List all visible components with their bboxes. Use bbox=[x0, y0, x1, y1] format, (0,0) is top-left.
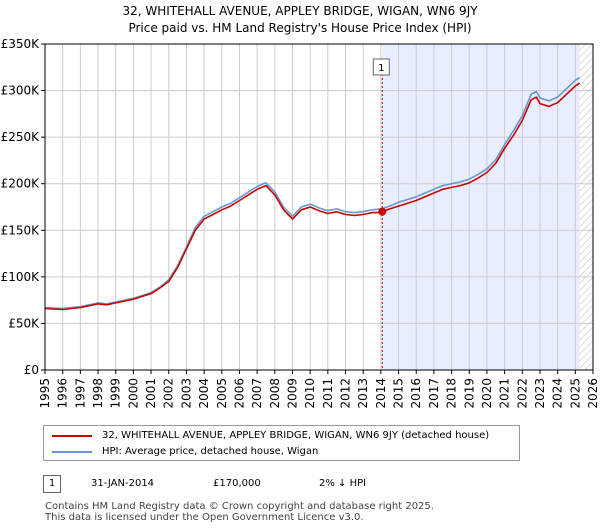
chart-legend: 32, WHITEHALL AVENUE, APPLEY BRIDGE, WIG… bbox=[43, 425, 520, 461]
hatched-region bbox=[579, 44, 593, 370]
x-tick-label: 2000 bbox=[126, 378, 140, 409]
x-tick-label: 2011 bbox=[321, 378, 335, 409]
x-tick-label: 2002 bbox=[162, 378, 176, 409]
sale-badge-label: 1 bbox=[378, 63, 384, 74]
transaction-price: £170,000 bbox=[213, 478, 261, 489]
x-tick-label: 2004 bbox=[197, 378, 211, 409]
x-tick-label: 2014 bbox=[374, 378, 388, 409]
x-tick-label: 2020 bbox=[480, 378, 494, 409]
y-tick-label: £350K bbox=[1, 37, 41, 51]
x-tick-label: 2019 bbox=[462, 378, 476, 409]
x-tick-label: 1995 bbox=[38, 378, 52, 409]
sale-point bbox=[378, 207, 387, 216]
x-tick-label: 1997 bbox=[73, 378, 87, 409]
y-tick-label: £150K bbox=[1, 223, 41, 237]
x-tick-label: 2017 bbox=[427, 378, 441, 409]
x-tick-label: 1999 bbox=[109, 378, 123, 409]
x-tick-label: 2010 bbox=[303, 378, 317, 409]
footer-copyright: Contains HM Land Registry data © Crown c… bbox=[45, 501, 434, 512]
x-tick-label: 2021 bbox=[498, 378, 512, 409]
y-tick-label: £300K bbox=[1, 84, 41, 98]
x-tick-label: 2007 bbox=[250, 378, 264, 409]
footer: Contains HM Land Registry data © Crown c… bbox=[45, 501, 434, 523]
x-tick-label: 2005 bbox=[215, 378, 229, 409]
post-sale-region bbox=[382, 44, 580, 370]
x-tick-label: 2013 bbox=[356, 378, 370, 409]
sale-badge-box bbox=[372, 58, 390, 76]
legend-label-hpi: HPI: Average price, detached house, Wiga… bbox=[102, 446, 319, 457]
transaction-row: 1 31-JAN-2014 £170,000 2% ↓ HPI bbox=[43, 475, 563, 493]
x-tick-label: 2022 bbox=[515, 378, 529, 409]
x-tick-label: 1996 bbox=[56, 378, 70, 409]
x-tick-label: 2023 bbox=[533, 378, 547, 409]
x-tick-label: 2012 bbox=[339, 378, 353, 409]
legend-swatch-property bbox=[52, 435, 92, 437]
y-tick-label: £0 bbox=[24, 363, 39, 377]
x-tick-label: 2001 bbox=[144, 378, 158, 409]
y-tick-label: £200K bbox=[1, 177, 41, 191]
x-tick-label: 1998 bbox=[91, 378, 105, 409]
x-tick-label: 2016 bbox=[409, 378, 423, 409]
x-tick-label: 2006 bbox=[232, 378, 246, 409]
x-tick-label: 2008 bbox=[268, 378, 282, 409]
x-tick-label: 2003 bbox=[179, 378, 193, 409]
transaction-hpi-diff: 2% ↓ HPI bbox=[319, 478, 367, 489]
series-line-hpi bbox=[44, 76, 581, 310]
legend-swatch-hpi bbox=[52, 451, 92, 453]
x-tick-label: 2018 bbox=[445, 378, 459, 409]
y-tick-label: £100K bbox=[1, 270, 41, 284]
chart-subtitle: Price paid vs. HM Land Registry's House … bbox=[128, 21, 472, 35]
x-tick-label: 2015 bbox=[392, 378, 406, 409]
chart-title: 32, WHITEHALL AVENUE, APPLEY BRIDGE, WIG… bbox=[122, 4, 478, 18]
x-tick-label: 2026 bbox=[586, 378, 600, 409]
transaction-date: 31-JAN-2014 bbox=[91, 478, 155, 489]
x-tick-label: 2024 bbox=[551, 378, 565, 409]
price-chart: £0 £50K £100K £150K £200K £250K £300K £350K 1995… bbox=[1, 37, 600, 409]
series-line-property bbox=[44, 82, 581, 311]
x-tick-label: 2025 bbox=[568, 378, 582, 409]
y-tick-label: £50K bbox=[8, 316, 40, 330]
footer-licence: This data is licensed under the Open Gov… bbox=[45, 512, 364, 523]
legend-label-property: 32, WHITEHALL AVENUE, APPLEY BRIDGE, WIG… bbox=[102, 430, 490, 441]
plot-frame bbox=[44, 43, 594, 371]
y-tick-label: £250K bbox=[1, 130, 41, 144]
x-tick-label: 2009 bbox=[285, 378, 299, 409]
transaction-badge: 1 bbox=[43, 475, 61, 493]
